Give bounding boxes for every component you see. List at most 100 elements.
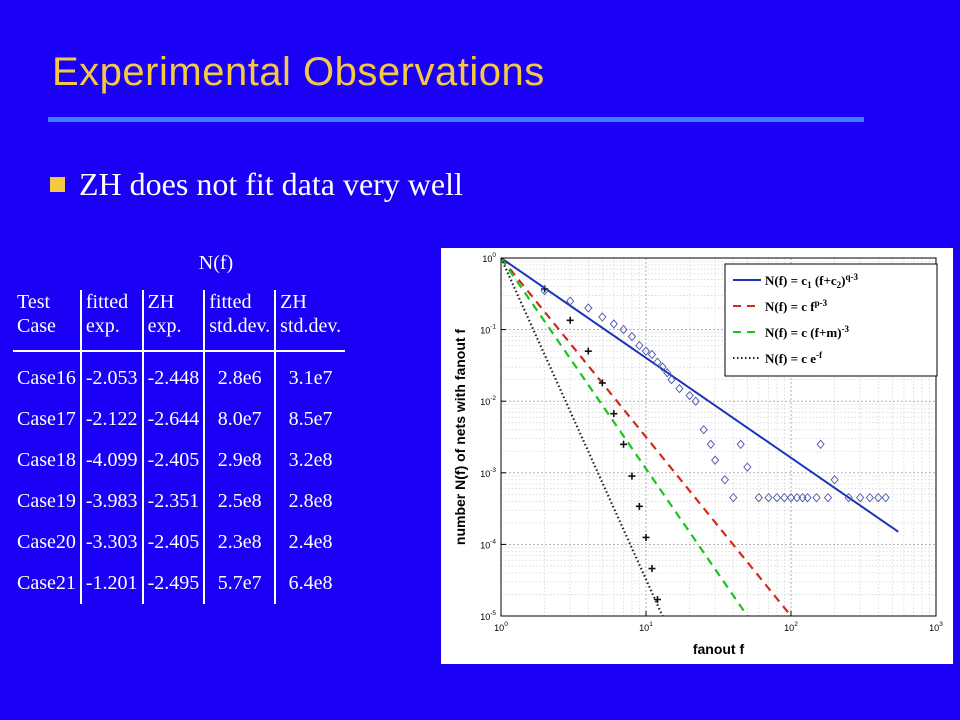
table-row: Case21 -1.201 -2.495 5.7e7 6.4e8 [13, 563, 346, 604]
table-cell: -3.983 [79, 481, 143, 522]
data-point-diamond [566, 296, 575, 306]
data-point-diamond [663, 368, 672, 378]
table-cell: Case16 [17, 367, 76, 389]
table-cell: 3.2e8 [274, 440, 346, 481]
data-point-diamond [736, 439, 745, 449]
y-tick-label: 10-1 [480, 324, 496, 336]
legend-label: N(f) = c (f+m)-3 [765, 324, 850, 340]
y-tick-label: 100 [482, 252, 496, 264]
data-point-diamond [743, 462, 752, 472]
data-point-diamond [764, 492, 773, 503]
results-table: Test Case fitted exp. ZH exp. fitted std.dev… [13, 290, 346, 604]
data-point-diamond [856, 492, 865, 503]
table-cell: 2.4e8 [274, 522, 346, 563]
data-point-diamond [641, 346, 651, 356]
table-cell: 2.8e6 [203, 351, 276, 399]
x-tick-label: 103 [929, 621, 943, 633]
data-point-diamond [667, 374, 676, 385]
header-zh-exp: ZH exp. [141, 290, 205, 352]
table-cell: -2.644 [141, 399, 205, 440]
legend-label: N(f) = c e-f [765, 350, 823, 366]
bullet-point: ZH does not fit data very well [50, 166, 463, 203]
data-point-diamond [706, 439, 715, 449]
series-line [501, 258, 899, 533]
table-cell: -2.405 [141, 440, 205, 481]
series-line [501, 258, 792, 616]
y-tick-label: 10-3 [480, 467, 496, 479]
series-line [501, 258, 664, 616]
data-point-diamond [658, 362, 667, 372]
x-tick-label: 102 [784, 621, 798, 633]
data-point-plus [628, 472, 636, 480]
data-point-diamond [627, 331, 637, 342]
table-row: Case19 -3.983 -2.351 2.5e8 2.8e8 [13, 481, 346, 522]
data-point-plus [648, 565, 656, 573]
table-cell: -1.201 [79, 563, 143, 604]
table-row: Case18 -4.099 -2.405 2.9e8 3.2e8 [13, 440, 346, 481]
data-point-diamond [786, 492, 796, 503]
header-fitted-stddev: fitted std.dev. [203, 290, 276, 352]
table-caption: N(f) [198, 252, 234, 274]
header-zh-stddev: ZH std.dev. [274, 290, 346, 352]
data-point-diamond [830, 475, 839, 485]
data-point-diamond [720, 475, 729, 485]
data-point-plus [566, 316, 574, 324]
table-cell: Case20 [17, 531, 76, 553]
y-tick-label: 10-2 [480, 395, 496, 407]
data-point-diamond [844, 492, 853, 503]
title-underline [48, 117, 864, 122]
legend-label: N(f) = c fp-3 [765, 298, 828, 314]
x-tick-label: 100 [494, 621, 508, 633]
data-point-plus [584, 347, 592, 355]
data-point-diamond [685, 390, 694, 401]
table-row: Case17 -2.122 -2.644 8.0e7 8.5e7 [13, 399, 346, 440]
data-point-plus [610, 410, 618, 418]
data-point-diamond [729, 492, 738, 503]
table-row: Case16 -2.053 -2.448 2.8e6 3.1e7 [13, 351, 346, 399]
table-cell: 2.5e8 [203, 481, 276, 522]
data-point-plus [653, 596, 661, 603]
bullet-text: ZH does not fit data very well [79, 166, 463, 202]
data-point-diamond [675, 383, 684, 394]
chart-panel: 100 101 102 103 10-5 10-4 10-3 10-2 10-1 100 fanou… [441, 248, 953, 664]
table-cell: -2.448 [141, 351, 205, 399]
table-cell: 8.5e7 [274, 399, 346, 440]
y-tick-label: 10-5 [480, 610, 496, 622]
y-axis-label: number N(f) of nets with fanout f [452, 329, 468, 546]
table-cell: 5.7e7 [203, 563, 276, 604]
table-cell: -2.122 [79, 399, 143, 440]
data-point-diamond [772, 492, 782, 503]
table-cell: -2.495 [141, 563, 205, 604]
data-point-plus [598, 379, 606, 387]
series-line [501, 258, 749, 616]
data-point-plus [642, 533, 650, 541]
x-tick-label: 101 [639, 621, 653, 633]
data-point-diamond [792, 492, 802, 503]
data-point-diamond [540, 285, 549, 296]
header-fitted-exp: fitted exp. [79, 290, 143, 352]
data-point-diamond [691, 396, 700, 406]
table-cell: Case21 [17, 572, 76, 594]
data-point-diamond [780, 492, 789, 503]
slide-title: Experimental Observations [52, 50, 545, 94]
loglog-chart: 100 101 102 103 10-5 10-4 10-3 10-2 10-1 100 fanou… [452, 252, 943, 657]
data-point-diamond [584, 303, 593, 313]
data-point-plus [620, 440, 628, 448]
table-cell: -4.099 [79, 440, 143, 481]
table-cell: -2.053 [79, 351, 143, 399]
axes-frame [500, 257, 937, 617]
legend-label: N(f) = c1 (f+c2)q-3 [765, 272, 859, 290]
x-axis-label: fanout f [693, 641, 745, 657]
data-point-diamond [619, 324, 628, 335]
data-point-diamond [754, 492, 763, 503]
data-point-diamond [598, 312, 607, 322]
table-cell: Case19 [17, 490, 76, 512]
data-point-diamond [823, 492, 833, 503]
table-cell: 6.4e8 [274, 563, 346, 604]
data-point-diamond [812, 492, 821, 503]
table-cell: -3.303 [79, 522, 143, 563]
table-cell: 8.0e7 [203, 399, 276, 440]
data-point-diamond [647, 349, 657, 360]
chart-legend: N(f) = c1 (f+c2)q-3 N(f) = c fp-3 N(f) = c… [724, 263, 938, 377]
table-cell: 2.9e8 [203, 440, 276, 481]
